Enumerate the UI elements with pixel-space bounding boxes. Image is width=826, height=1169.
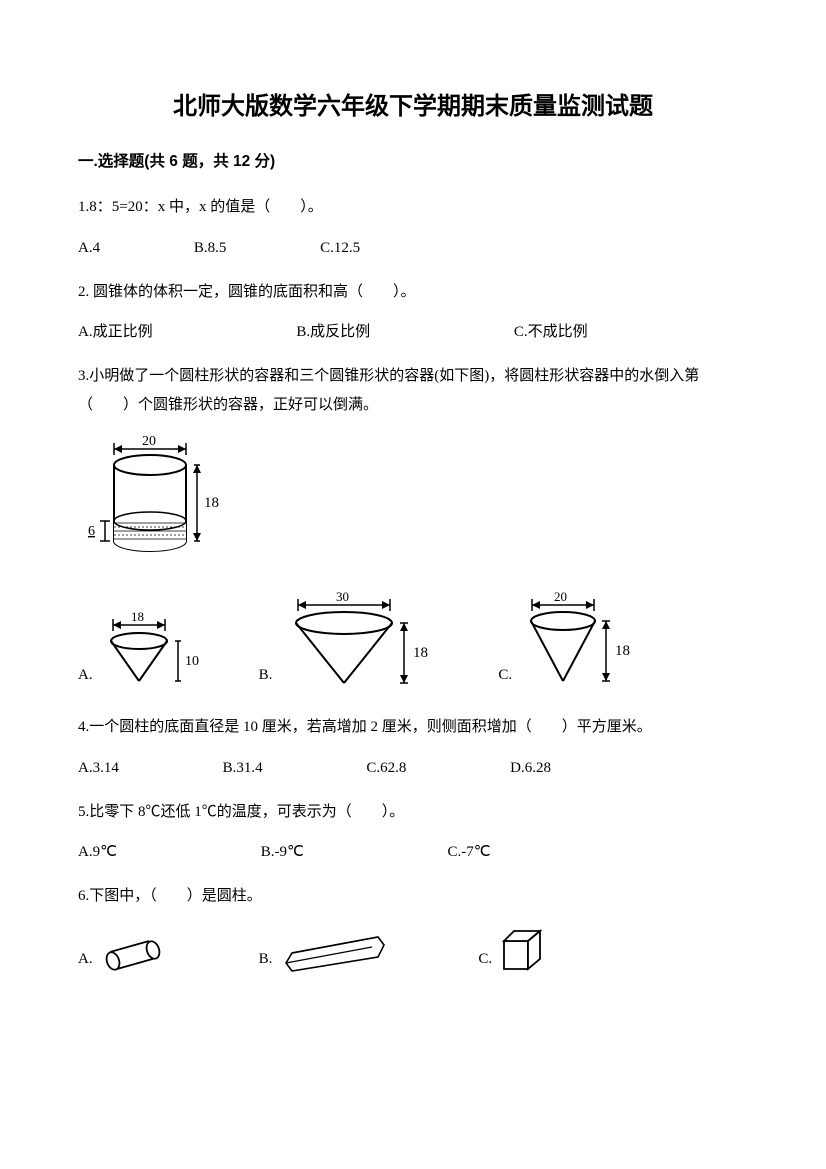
q2-opt-b: B.成反比例 <box>296 320 370 344</box>
q1-opt-c: C.12.5 <box>320 236 360 260</box>
svg-text:30: 30 <box>336 591 349 604</box>
q4-text: 4.一个圆柱的底面直径是 10 厘米，若高增加 2 厘米，则侧面积增加（ ）平方… <box>78 713 748 742</box>
q4-opt-d: D.6.28 <box>510 756 551 780</box>
q4-opt-c: C.62.8 <box>366 756 406 780</box>
q2-opt-c: C.不成比例 <box>514 320 588 344</box>
q3-opt-c-label: C. <box>498 663 512 691</box>
cyl-height-label: 18 <box>204 495 219 511</box>
q3-cylinder-figure: 20 18 6 <box>82 433 748 563</box>
svg-text:10: 10 <box>185 654 199 669</box>
q1-text: 1.8：5=20：x 中，x 的值是（ ）。 <box>78 193 748 222</box>
q1-opt-b: B.8.5 <box>194 236 227 260</box>
q6-opt-b-label: B. <box>259 947 273 975</box>
q4-opt-b: B.31.4 <box>223 756 263 780</box>
q6-opt-a-label: A. <box>78 947 93 975</box>
q6-opt-c: C. <box>478 925 550 975</box>
svg-text:18: 18 <box>131 611 144 624</box>
q4-options: A.3.14 B.31.4 C.62.8 D.6.28 <box>78 756 748 780</box>
q1-options: A.4 B.8.5 C.12.5 <box>78 236 748 260</box>
q6-opt-c-label: C. <box>478 947 492 975</box>
q3-options-row: A. 18 10 B. 30 <box>78 591 748 691</box>
q2-opt-a: A.成正比例 <box>78 320 153 344</box>
q6-options-row: A. B. C. <box>78 925 748 975</box>
q5-opt-c: C.-7℃ <box>448 840 491 864</box>
q6-opt-b: B. <box>259 931 399 975</box>
q3-opt-c: C. 20 18 <box>498 591 648 691</box>
q2-text: 2. 圆锥体的体积一定，圆锥的底面积和高（ ）。 <box>78 278 748 307</box>
q5-opt-a: A.9℃ <box>78 840 117 864</box>
q4-opt-a: A.3.14 <box>78 756 119 780</box>
section-header: 一.选择题(共 6 题，共 12 分) <box>78 150 748 175</box>
q3-opt-b-label: B. <box>259 663 273 691</box>
page-title: 北师大版数学六年级下学期期末质量监测试题 <box>78 88 748 126</box>
q1-opt-a: A.4 <box>78 236 100 260</box>
q3-opt-a: A. 18 10 <box>78 611 209 691</box>
q5-options: A.9℃ B.-9℃ C.-7℃ <box>78 840 748 864</box>
q3-text: 3.小明做了一个圆柱形状的容器和三个圆锥形状的容器(如下图)，将圆柱形状容器中的… <box>78 362 748 419</box>
q6-opt-a: A. <box>78 935 169 975</box>
cyl-diameter-label: 20 <box>142 434 156 449</box>
q5-opt-b: B.-9℃ <box>261 840 304 864</box>
q3-opt-b: B. 30 18 <box>259 591 449 691</box>
svg-text:20: 20 <box>554 591 567 604</box>
water-height-label: 6 <box>88 524 95 539</box>
q6-text: 6.下图中，（ ）是圆柱。 <box>78 882 748 911</box>
q3-opt-a-label: A. <box>78 663 93 691</box>
svg-text:18: 18 <box>615 643 630 659</box>
q2-options: A.成正比例 B.成反比例 C.不成比例 <box>78 320 748 344</box>
q5-text: 5.比零下 8℃还低 1℃的温度，可表示为（ ）。 <box>78 798 748 827</box>
svg-text:18: 18 <box>413 645 428 661</box>
